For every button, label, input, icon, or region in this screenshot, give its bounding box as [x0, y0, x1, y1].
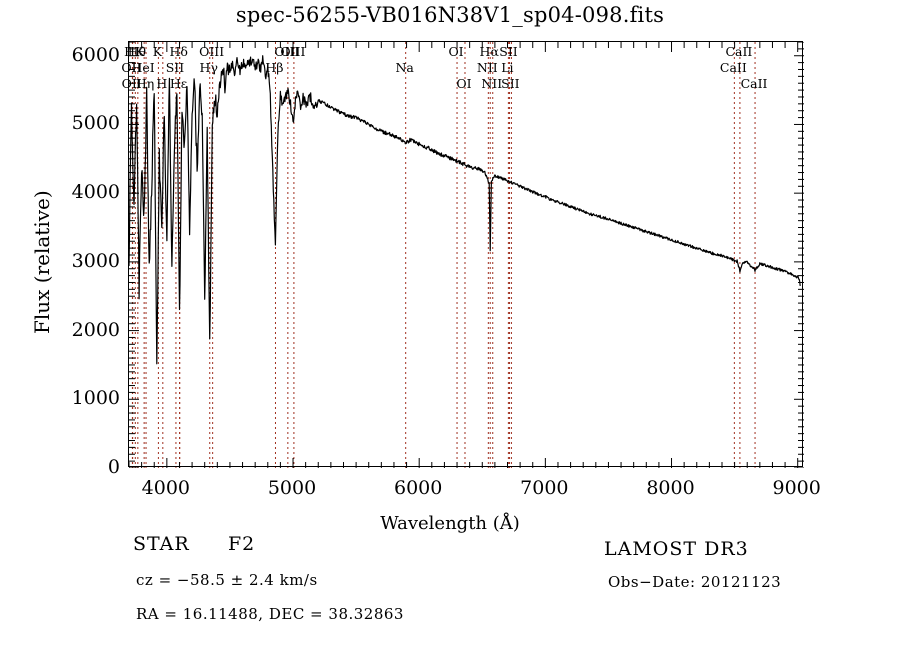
y-tick-5000: 5000 — [71, 112, 120, 135]
line-label-H-14: H — [156, 76, 168, 91]
y-tick-0: 0 — [107, 456, 120, 478]
line-label-HK-0: HK — [124, 44, 145, 59]
x-tick-7000: 7000 — [520, 477, 569, 499]
line-label-SII-19: SII — [499, 44, 518, 59]
line-label-Hθ-1: Hθ — [127, 44, 147, 59]
y-tick-2000: 2000 — [71, 318, 120, 341]
obs-date-label: Obs−Date: 20121123 — [608, 573, 782, 591]
y-tick-4000: 4000 — [71, 181, 120, 204]
cz-label: cz = −58.5 ± 2.4 km/s — [136, 571, 318, 589]
spectrum-canvas — [129, 42, 804, 468]
line-label-OI-17: OI — [448, 44, 464, 59]
coordinates-label: RA = 16.11488, DEC = 38.32863 — [136, 605, 404, 623]
line-label-Hγ-10: Hγ — [199, 60, 218, 75]
line-label-Hβ-11: Hβ — [265, 60, 284, 75]
line-label-OIII-5: OIII — [274, 44, 300, 59]
y-tick-1000: 1000 — [71, 387, 120, 410]
line-label-Na-16: Na — [395, 60, 414, 75]
y-tick-6000: 6000 — [71, 43, 120, 66]
line-label-Hδ-3: Hδ — [169, 44, 188, 59]
line-label-NII-20: NII — [476, 60, 498, 75]
line-label-Hε-15: Hε — [169, 76, 188, 91]
object-type-label: STAR — [133, 533, 190, 555]
line-label-CaII-26: CaII — [719, 60, 747, 75]
x-tick-8000: 8000 — [646, 477, 695, 499]
y-axis-title: Flux (relative) — [30, 190, 54, 334]
line-label-CaII-25: CaII — [725, 44, 753, 59]
line-label-NII-23: NII — [481, 76, 503, 91]
y-tick-3000: 3000 — [71, 249, 120, 272]
line-label-CaII-27: CaII — [740, 76, 768, 91]
page-title: spec-56255-VB016N38V1_sp04-098.fits — [235, 3, 665, 27]
line-label-SII-24: SII — [501, 76, 520, 91]
x-tick-5000: 5000 — [267, 477, 317, 499]
line-label-Li-21: Li — [501, 60, 514, 75]
line-label-OIII-6: OIII — [280, 44, 306, 59]
line-label-OII-12: OII — [121, 76, 142, 91]
plot-frame — [128, 41, 804, 468]
x-tick-4000: 4000 — [141, 477, 191, 499]
line-label-HeI-8: HeI — [131, 60, 155, 75]
line-label-OII-7: OII — [121, 60, 142, 75]
x-tick-9000: 9000 — [772, 477, 821, 499]
x-tick-6000: 6000 — [393, 477, 443, 499]
line-label-Hα-18: Hα — [479, 44, 499, 59]
line-label-SII-9: SII — [165, 60, 185, 75]
line-label-Hη-13: Hη — [135, 76, 155, 91]
x-axis-title: Wavelength (Å) — [380, 513, 520, 534]
spectral-class-label: F2 — [228, 533, 256, 555]
line-label-K-2: K — [152, 44, 163, 59]
survey-label: LAMOST DR3 — [604, 538, 749, 560]
line-label-OI-22: OI — [456, 76, 472, 91]
line-label-OIII-4: OIII — [199, 44, 225, 59]
